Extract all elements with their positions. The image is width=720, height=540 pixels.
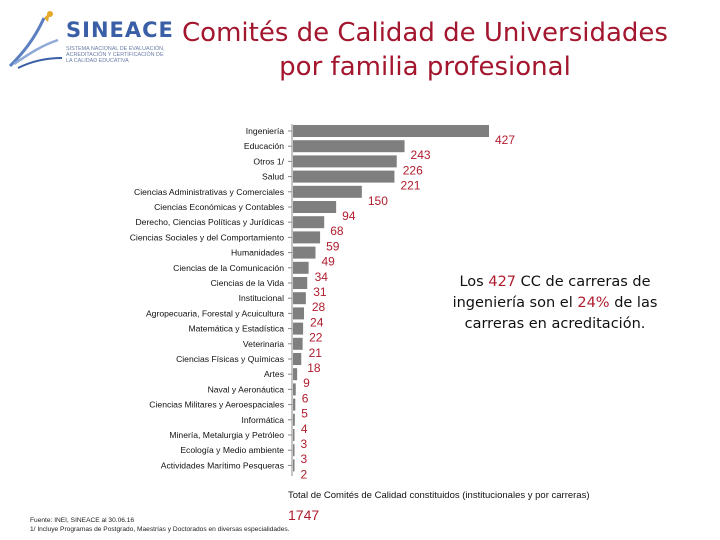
annotation-line-1-pre: Los <box>459 274 489 290</box>
bar <box>293 368 298 381</box>
category-label: Ciencias Sociales y del Comportamiento <box>130 232 285 242</box>
bar <box>293 216 325 229</box>
footnote: Fuente: INEI, SINEACE al 30.06.16 1/ Inc… <box>30 516 290 534</box>
bar <box>293 201 337 213</box>
footnote-source: Fuente: INEI, SINEACE al 30.06.16 <box>30 517 135 524</box>
value-label: 18 <box>307 361 321 375</box>
value-label: 22 <box>309 331 323 345</box>
category-label: Ciencias Físicas y Químicas <box>176 354 284 364</box>
annotation-line-2-pre: ingeniería son el <box>452 295 578 311</box>
value-label: 3 <box>301 437 308 451</box>
total-label: Total de Comités de Calidad constituidos… <box>288 490 590 501</box>
value-label: 31 <box>313 285 327 299</box>
category-label: Agropecuaria, Forestal y Acuicultura <box>146 308 284 318</box>
category-label: Veterinaria <box>243 339 284 349</box>
category-label: Derecho, Ciencias Políticas y Jurídicas <box>135 217 284 227</box>
annotation-line-1-post: CC de carreras de <box>516 274 651 290</box>
category-label: Humanidades <box>231 248 284 258</box>
logo-name: SINEACE <box>66 18 174 42</box>
value-label: 2 <box>301 467 308 481</box>
category-label: Institucional <box>239 293 284 303</box>
category-label: Minería, Metalurgia y Petróleo <box>169 430 284 440</box>
value-label: 5 <box>301 407 308 421</box>
annotation-highlight-percent: 24% <box>577 295 610 311</box>
category-label: Matemática y Estadística <box>188 324 284 334</box>
category-label: Ciencias Económicas y Contables <box>154 202 284 212</box>
annotation-line-2-post: de las <box>609 295 658 311</box>
bar <box>293 337 303 350</box>
bar <box>293 277 308 289</box>
category-label: Salud <box>262 172 284 182</box>
value-label: 9 <box>303 376 310 390</box>
value-label: 94 <box>342 209 356 223</box>
value-label: 427 <box>495 133 515 147</box>
bar <box>293 231 321 244</box>
bar <box>293 185 362 198</box>
sineace-logo: SINEACE SISTEMA NACIONAL DE EVALUACIÓN, … <box>4 6 174 76</box>
annotation-highlight-count: 427 <box>488 274 517 290</box>
annotation-line-3: carreras en acreditación. <box>464 316 646 332</box>
bar <box>293 398 296 411</box>
value-label: 3 <box>301 452 308 466</box>
category-label: Ingeniería <box>246 126 284 136</box>
value-label: 221 <box>400 179 420 193</box>
bar <box>293 383 296 396</box>
annotation-line-2: ingeniería son el 24% de las <box>440 293 670 314</box>
category-label: Ciencias de la Vida <box>211 278 285 288</box>
bar <box>293 429 295 441</box>
bar <box>293 246 316 259</box>
bar <box>293 322 304 335</box>
bar <box>293 413 295 426</box>
bar <box>293 459 295 472</box>
value-label: 59 <box>326 239 340 253</box>
value-label: 243 <box>411 148 431 162</box>
category-label: Naval y Aeronáutica <box>208 384 285 394</box>
bar <box>293 125 489 137</box>
title-line-2: por familia profesional <box>279 52 571 82</box>
total-value: 1747 <box>288 507 320 523</box>
value-label: 49 <box>321 255 335 269</box>
bar <box>293 140 405 153</box>
value-label: 21 <box>309 346 323 360</box>
value-label: 68 <box>330 224 344 238</box>
bar <box>293 292 306 305</box>
footnote-note: 1/ Incluye Programas de Postgrado, Maest… <box>30 526 290 533</box>
bar <box>293 353 302 365</box>
category-label: Ecología y Medio ambiente <box>180 445 284 455</box>
page-title: Comités de Calidad de Universidades por … <box>160 16 690 84</box>
category-label: Artes <box>264 369 284 379</box>
bar <box>293 155 397 168</box>
sineace-emblem-icon <box>8 11 63 69</box>
category-label: Actividades Marítimo Pesqueras <box>161 460 284 470</box>
category-label: Otros 1/ <box>253 156 284 166</box>
bar <box>293 261 309 274</box>
category-label: Ciencias Administrativas y Comerciales <box>134 187 284 197</box>
logo-subtitle: SISTEMA NACIONAL DE EVALUACIÓN, ACREDITA… <box>66 46 165 65</box>
annotation-text: Los 427 CC de carreras de ingeniería son… <box>440 272 670 335</box>
bar <box>293 170 395 183</box>
value-label: 6 <box>302 391 309 405</box>
value-label: 28 <box>312 300 326 314</box>
value-label: 226 <box>403 163 423 177</box>
category-label: Educación <box>244 141 284 151</box>
annotation-line-1: Los 427 CC de carreras de <box>440 272 670 293</box>
category-label: Informática <box>241 415 284 425</box>
value-label: 24 <box>310 315 324 329</box>
value-label: 4 <box>301 422 308 436</box>
value-label: 150 <box>368 194 388 208</box>
category-label: Ciencias de la Comunicación <box>173 263 284 273</box>
bar <box>293 307 305 320</box>
category-label: Ciencias Militares y Aeroespaciales <box>149 400 284 410</box>
value-label: 34 <box>315 270 329 284</box>
title-line-1: Comités de Calidad de Universidades <box>182 18 668 48</box>
bar <box>293 444 295 457</box>
